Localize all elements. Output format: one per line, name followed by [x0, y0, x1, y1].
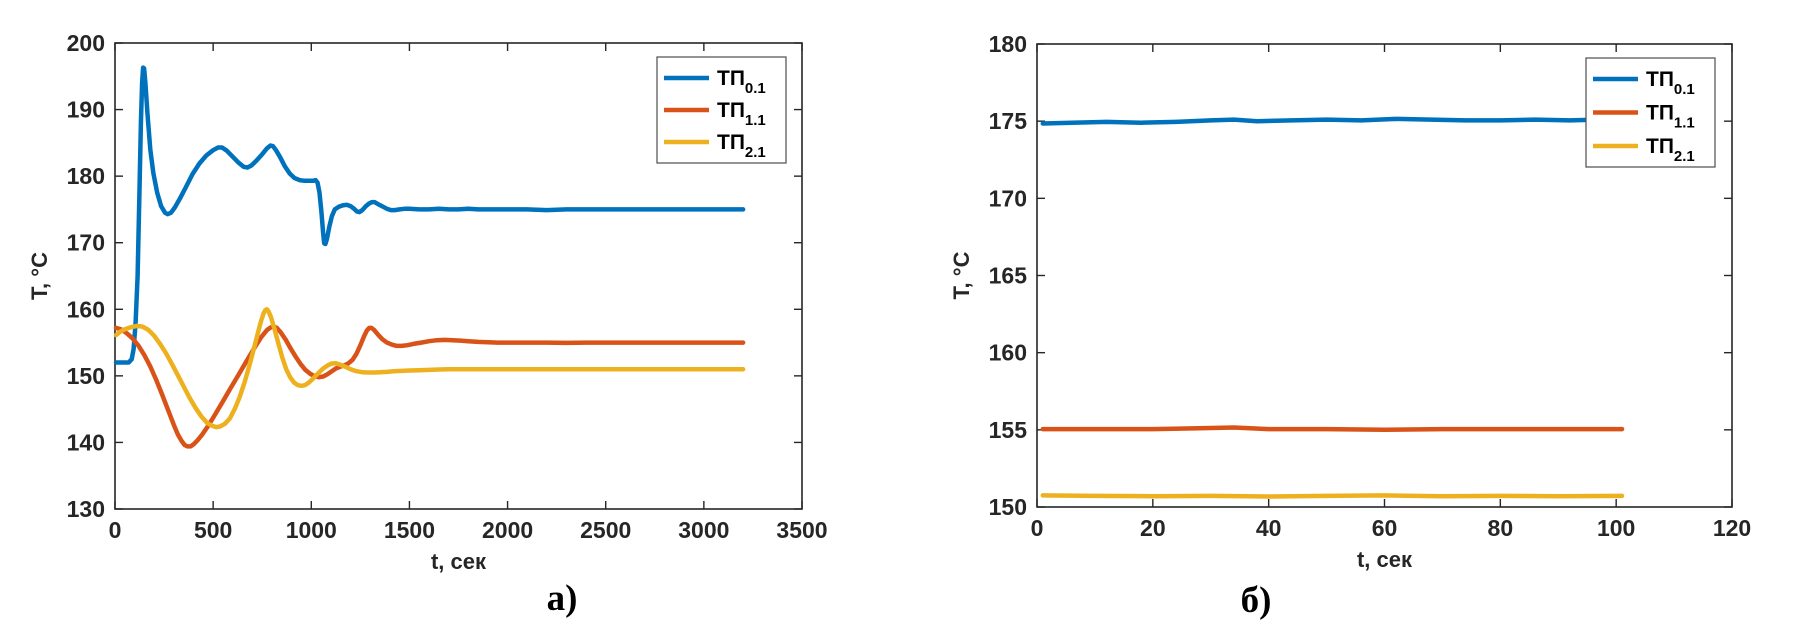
- x-tick-label: 0: [1031, 515, 1044, 541]
- y-tick-label: 140: [67, 429, 105, 455]
- legend-entry-label: ТП1.1: [1646, 102, 1695, 132]
- y-tick-label: 180: [67, 163, 105, 189]
- x-tick-label: 120: [1713, 515, 1751, 541]
- y-tick-label: 150: [67, 363, 105, 389]
- x-tick-label: 0: [109, 517, 122, 543]
- x-tick-label: 80: [1488, 515, 1514, 541]
- series-ТП-1.1: [113, 324, 746, 449]
- series-ТП-1.1: [1040, 425, 1625, 433]
- y-tick-label: 180: [989, 31, 1027, 57]
- y-axis-label: T, °C: [949, 251, 974, 299]
- y-tick-label: 160: [989, 340, 1027, 366]
- x-tick-label: 100: [1597, 515, 1635, 541]
- y-tick-label: 190: [67, 97, 105, 123]
- y-tick-label: 170: [67, 230, 105, 256]
- x-tick-label: 1000: [286, 517, 337, 543]
- y-axis-label: T, °C: [27, 252, 52, 300]
- y-tick-label: 170: [989, 185, 1027, 211]
- x-tick-label: 2000: [482, 517, 533, 543]
- x-axis-label: t, сек: [431, 549, 487, 574]
- x-tick-label: 60: [1372, 515, 1398, 541]
- plot-box: [114, 42, 803, 510]
- x-tick-label: 3500: [776, 517, 827, 543]
- legend-entry-label: ТП0.1: [1646, 68, 1695, 98]
- y-tick-label: 175: [989, 108, 1028, 134]
- y-tick-label: 130: [67, 496, 105, 522]
- y-tick-label: 200: [67, 30, 105, 56]
- y-tick-label: 155: [989, 417, 1028, 443]
- x-tick-label: 500: [194, 517, 232, 543]
- legend-entry-label: ТП0.1: [717, 67, 766, 97]
- y-tick-label: 160: [67, 296, 105, 322]
- y-tick-label: 165: [989, 263, 1028, 289]
- x-tick-label: 20: [1140, 515, 1166, 541]
- x-tick-label: 40: [1256, 515, 1282, 541]
- series-ТП-0.1: [1040, 116, 1625, 126]
- legend-entry-label: ТП1.1: [717, 99, 766, 129]
- legend-entry-label: ТП2.1: [717, 131, 766, 161]
- y-tick-label: 150: [989, 494, 1027, 520]
- series-ТП-0.1: [113, 65, 746, 365]
- x-tick-label: 1500: [384, 517, 435, 543]
- x-axis-label: t, сек: [1357, 547, 1413, 572]
- chart-a-transient-response: 0 500 1000 1500 2000 2500 3000 3500 130 140 150 160…: [27, 30, 828, 574]
- x-tick-label: 3000: [678, 517, 729, 543]
- chart-b-steady-state: 0 20 40 60 80 100 120 150 155 160 165 170 175 180 t, с…: [949, 31, 1751, 572]
- legend-entry-label: ТП2.1: [1646, 135, 1695, 165]
- x-tick-label: 2500: [580, 517, 631, 543]
- series-ТП-2.1: [1040, 493, 1625, 499]
- series-ТП-2.1: [113, 307, 746, 430]
- caption-b: б): [1240, 580, 1272, 621]
- caption-a: а): [546, 578, 578, 619]
